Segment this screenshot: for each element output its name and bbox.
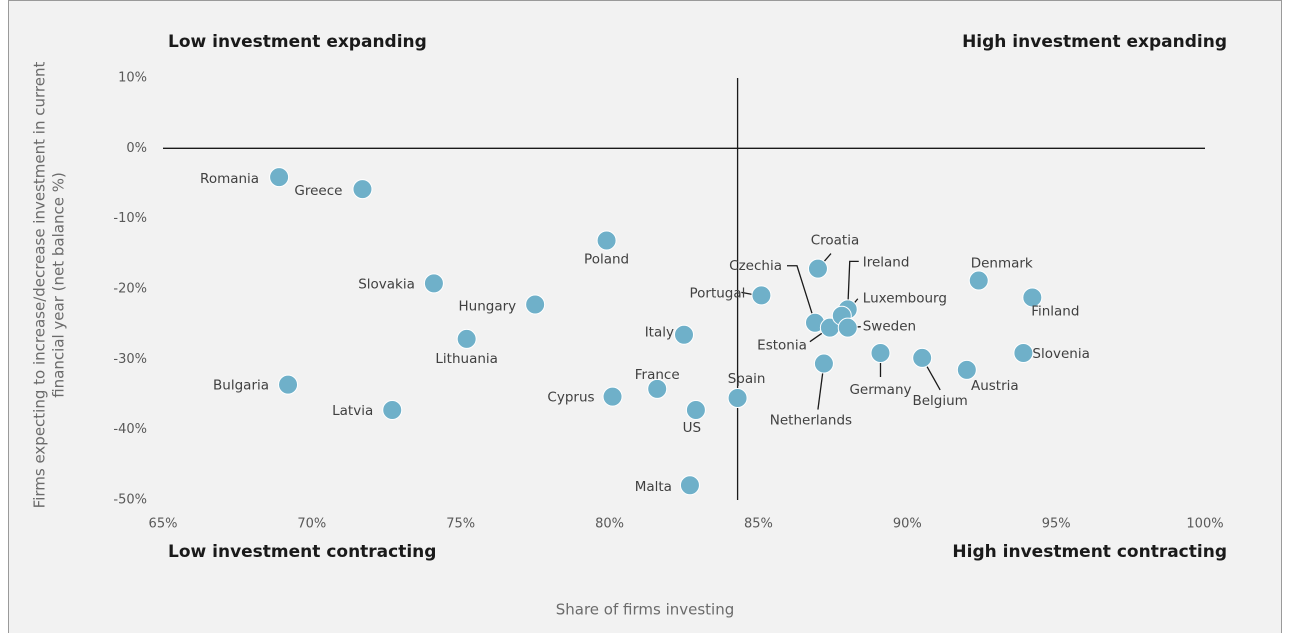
point-label: Austria <box>971 378 1019 394</box>
data-point <box>596 230 617 251</box>
point-label: Ireland <box>863 254 910 270</box>
point-label: Cyprus <box>547 390 594 406</box>
data-point <box>751 285 772 306</box>
y-tick-label: -40% <box>113 422 147 437</box>
point-label: Poland <box>584 251 629 267</box>
data-point <box>1013 343 1034 364</box>
y-tick-label: -10% <box>113 211 147 226</box>
data-point <box>278 374 299 395</box>
point-label: France <box>635 367 680 383</box>
point-label: Croatia <box>811 233 860 249</box>
point-label: Estonia <box>757 338 807 354</box>
point-label: Netherlands <box>770 413 852 429</box>
x-tick-label: 85% <box>744 517 773 532</box>
chart-background <box>8 0 1282 633</box>
data-point <box>352 179 373 200</box>
leader-line <box>786 265 816 323</box>
point-label: Greece <box>294 183 342 199</box>
point-label: Denmark <box>971 256 1033 272</box>
point-label: Malta <box>635 479 672 495</box>
data-point <box>912 347 933 368</box>
y-axis-title: financial year (net balance %) <box>50 172 68 398</box>
point-label: Hungary <box>458 298 516 314</box>
data-point <box>807 258 828 279</box>
quadrant-label: High investment contracting <box>952 542 1227 562</box>
point-label: Czechia <box>729 258 782 274</box>
data-point <box>647 378 668 399</box>
point-label: Italy <box>645 325 674 341</box>
x-tick-label: 75% <box>446 517 475 532</box>
data-point <box>525 294 546 315</box>
data-point <box>813 353 834 374</box>
point-label: Lithuania <box>435 351 498 367</box>
point-label: Bulgaria <box>213 378 269 394</box>
point-label: Spain <box>728 371 766 387</box>
x-tick-label: 95% <box>1042 517 1071 532</box>
point-label: Slovakia <box>358 276 415 292</box>
quadrant-label: Low investment expanding <box>168 32 427 52</box>
data-point <box>685 399 706 420</box>
x-axis-title: Share of firms investing <box>556 601 735 619</box>
point-label: Romania <box>200 171 259 187</box>
quadrant-label: High investment expanding <box>962 32 1227 52</box>
data-point <box>727 388 748 409</box>
data-point <box>382 399 403 420</box>
x-tick-label: 70% <box>297 517 326 532</box>
y-axis-title: Firms expecting to increase/decrease inv… <box>31 62 49 509</box>
x-tick-label: 65% <box>149 517 178 532</box>
point-label: Sweden <box>863 319 916 335</box>
leader-line <box>847 260 859 310</box>
data-point <box>837 317 858 338</box>
data-point <box>674 324 694 345</box>
data-point <box>423 273 444 294</box>
point-label: Germany <box>849 382 911 398</box>
data-point <box>1022 287 1043 308</box>
point-label: Slovenia <box>1032 346 1089 362</box>
quadrant-label: Low investment contracting <box>168 542 436 562</box>
point-label: Finland <box>1031 303 1079 319</box>
y-tick-label: -20% <box>113 282 147 297</box>
y-tick-label: 0% <box>126 141 147 156</box>
x-tick-label: 100% <box>1186 517 1223 532</box>
data-point <box>269 167 290 188</box>
point-label: Belgium <box>912 393 967 409</box>
y-tick-label: -30% <box>113 352 147 367</box>
data-point <box>968 270 989 291</box>
point-label: Latvia <box>332 403 373 419</box>
x-tick-label: 80% <box>595 517 624 532</box>
point-label: US <box>683 420 701 436</box>
point-label: Portugal <box>689 285 745 301</box>
data-point <box>956 359 977 380</box>
data-point <box>679 475 700 496</box>
data-point <box>602 386 623 407</box>
data-point <box>870 343 891 364</box>
x-tick-label: 90% <box>893 517 922 532</box>
y-tick-label: 10% <box>118 71 147 86</box>
y-tick-label: -50% <box>113 493 147 508</box>
data-point <box>456 328 477 349</box>
point-label: Luxembourg <box>863 291 947 307</box>
